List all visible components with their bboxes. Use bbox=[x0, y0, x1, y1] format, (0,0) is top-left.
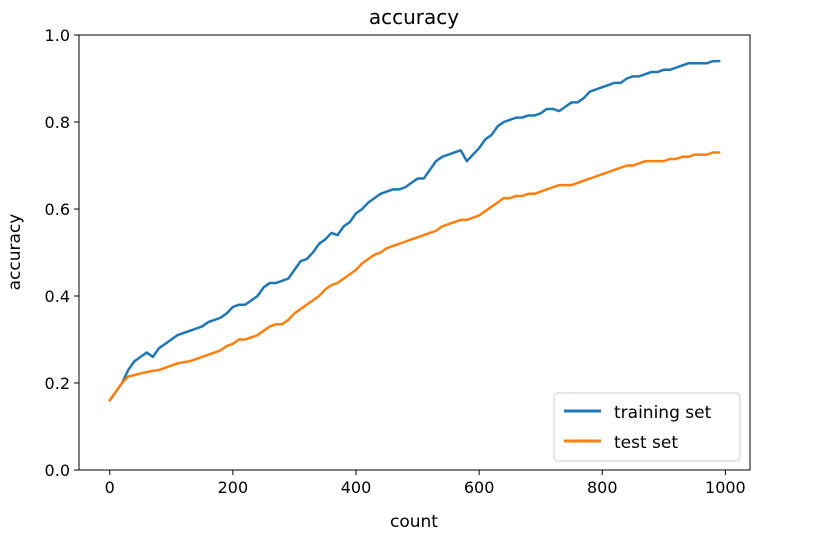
legend-label-test: test set bbox=[614, 433, 678, 453]
x-tick-label: 1000 bbox=[705, 478, 746, 497]
legend-label-training: training set bbox=[614, 403, 712, 423]
chart-title: accuracy bbox=[369, 5, 459, 29]
y-tick-label: 0.8 bbox=[45, 113, 70, 132]
y-tick-label: 1.0 bbox=[45, 26, 70, 45]
plot-frame bbox=[78, 34, 751, 471]
x-tick-label: 0 bbox=[105, 478, 115, 497]
x-axis-label: count bbox=[390, 512, 438, 532]
x-tick-label: 200 bbox=[218, 478, 249, 497]
y-tick-label: 0.4 bbox=[45, 287, 70, 306]
y-tick-label: 0.6 bbox=[45, 200, 70, 219]
y-axis: 0.0 0.2 0.4 0.6 0.8 1.0 bbox=[45, 26, 79, 480]
series-line-test bbox=[108, 151, 721, 402]
x-tick-label: 400 bbox=[341, 478, 372, 497]
y-tick-label: 0.2 bbox=[45, 374, 70, 393]
y-axis-label: accuracy bbox=[5, 214, 25, 291]
series-line-training bbox=[108, 59, 721, 402]
x-axis: 0 200 400 600 800 1000 bbox=[105, 470, 746, 497]
plot-area bbox=[108, 59, 721, 402]
x-tick-label: 600 bbox=[464, 478, 495, 497]
x-tick-label: 800 bbox=[587, 478, 618, 497]
legend: training set test set bbox=[553, 392, 741, 462]
y-tick-label: 0.0 bbox=[45, 461, 70, 480]
